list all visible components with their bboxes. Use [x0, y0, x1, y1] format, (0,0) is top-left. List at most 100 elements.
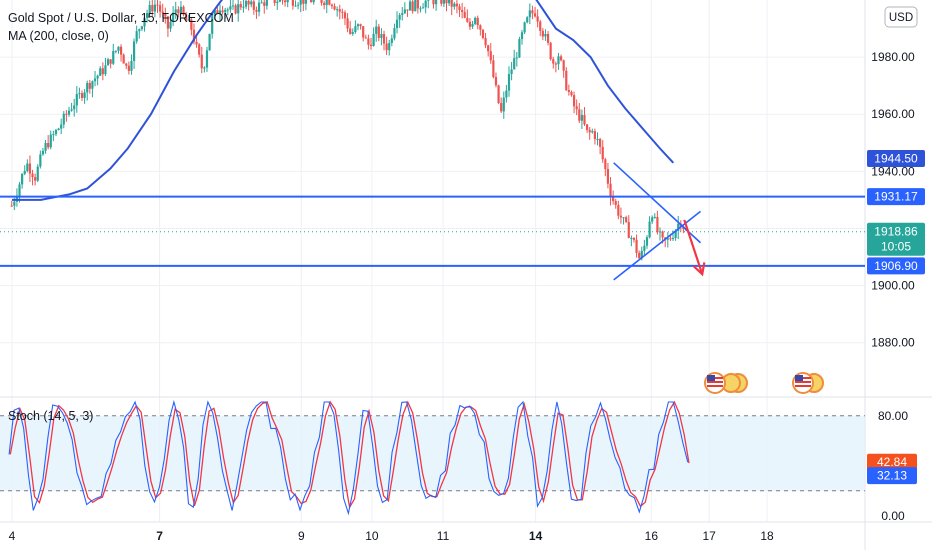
candle-body	[662, 231, 664, 237]
ma-value-label: 1944.50	[874, 152, 918, 166]
time-tick-label: 16	[645, 529, 659, 543]
candle-body	[44, 143, 46, 151]
stoch-indicator-label[interactable]: Stoch (14, 5, 3)	[8, 409, 93, 423]
candle-body	[310, 0, 312, 2]
bar-countdown-label: 10:05	[881, 240, 911, 254]
candle-body	[263, 2, 265, 5]
candle-body	[73, 105, 75, 109]
stoch-d-tag: 32.13	[867, 467, 917, 484]
candle-body	[206, 50, 208, 67]
candle-body	[589, 130, 591, 132]
us-flag-icon	[705, 373, 725, 393]
event-marker-group-1[interactable]	[705, 373, 747, 393]
candle-body	[320, 0, 322, 3]
candle-body	[78, 93, 80, 94]
candle-body	[302, 0, 304, 4]
candle-body	[669, 238, 671, 239]
candle-body	[24, 171, 26, 174]
candle-body	[305, 0, 307, 4]
candle-body	[487, 45, 489, 51]
candle-body	[63, 114, 65, 125]
candle-body	[117, 47, 119, 51]
stoch-tick-label: 80.00	[878, 409, 908, 423]
candle-body	[336, 9, 338, 10]
candle-body	[409, 1, 411, 10]
currency-button[interactable]: USD	[885, 7, 917, 27]
candle-body	[138, 29, 140, 31]
candle-body	[596, 139, 598, 140]
candle-body	[432, 0, 434, 4]
candle-body	[435, 0, 437, 4]
candle-body	[203, 68, 205, 69]
candle-body	[630, 238, 632, 239]
stoch-d-value: 32.13	[877, 469, 907, 483]
candle-body	[537, 16, 539, 21]
candle-body	[373, 34, 375, 46]
candle-body	[245, 1, 247, 7]
candle-body	[250, 1, 252, 4]
candle-body	[128, 66, 130, 71]
candle-body	[237, 4, 239, 13]
candle-body	[120, 47, 122, 55]
candle-body	[235, 5, 237, 13]
candle-body	[21, 174, 23, 185]
candle-body	[130, 61, 132, 71]
candle-body	[341, 12, 343, 13]
candle-body	[344, 12, 346, 18]
candle-body	[648, 222, 650, 238]
candle-body	[328, 0, 330, 5]
candle-body	[651, 217, 653, 221]
candle-body	[123, 55, 125, 64]
candle-body	[57, 129, 59, 130]
candle-body	[255, 10, 257, 12]
candle-body	[110, 59, 112, 63]
candle-body	[240, 4, 242, 7]
candle-body	[50, 135, 52, 148]
candle-body	[555, 64, 557, 65]
candle-body	[503, 98, 505, 112]
candle-body	[646, 237, 648, 245]
candle-body	[425, 1, 427, 8]
stoch-band	[0, 416, 865, 491]
candle-body	[359, 24, 361, 26]
candle-body	[60, 125, 62, 129]
candle-body	[615, 201, 617, 205]
candle-body	[609, 184, 611, 198]
candle-body	[448, 0, 450, 3]
candle-body	[560, 56, 562, 60]
candle-body	[529, 10, 531, 17]
level-lower-label: 1906.90	[874, 259, 918, 273]
candle-body	[258, 3, 260, 12]
candle-body	[602, 147, 604, 159]
candle-body	[89, 83, 91, 89]
stoch-tick-label: 0.00	[881, 509, 905, 523]
candle-body	[508, 74, 510, 91]
candle-body	[466, 18, 468, 22]
event-marker-group-2[interactable]	[793, 373, 823, 393]
candle-body	[34, 177, 36, 181]
candle-body	[516, 57, 518, 58]
candle-body	[505, 91, 507, 98]
candle-body	[464, 12, 466, 18]
level-tag-upper: 1931.17	[867, 188, 925, 205]
candle-body	[232, 5, 234, 6]
candle-body	[490, 51, 492, 60]
ma-indicator-label[interactable]: MA (200, close, 0)	[8, 29, 109, 43]
candle-body	[557, 56, 559, 64]
candle-body	[414, 0, 416, 11]
symbol-title[interactable]: Gold Spot / U.S. Dollar, 15, FOREXCOM	[8, 11, 234, 25]
candle-body	[526, 17, 528, 22]
candle-body	[26, 164, 28, 171]
candle-body	[94, 78, 96, 81]
candle-body	[393, 28, 395, 38]
candle-body	[495, 77, 497, 85]
candle-body	[635, 240, 637, 253]
candle-body	[550, 43, 552, 59]
candle-body	[440, 0, 442, 4]
candle-body	[497, 85, 499, 103]
candle-body	[261, 2, 263, 3]
candle-body	[18, 184, 20, 196]
